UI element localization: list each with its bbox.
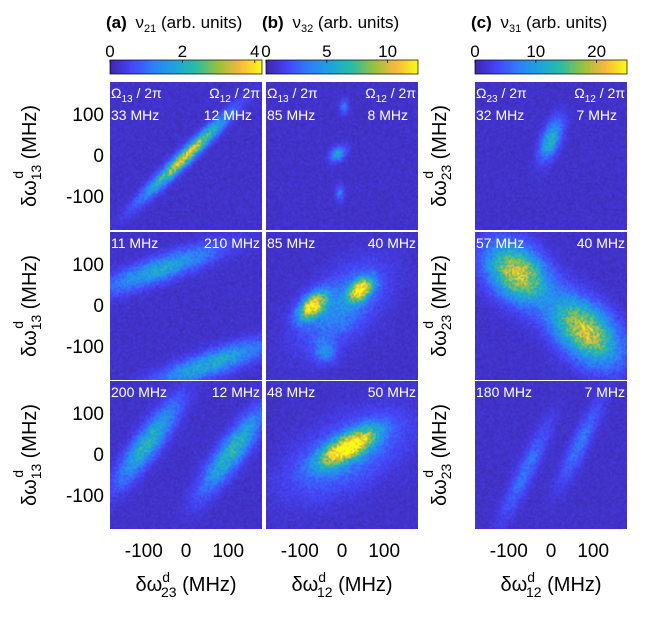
colorbar-tick-label: 2 (178, 42, 187, 61)
colorbar-tick-label: 0 (261, 42, 270, 61)
rabi-right-value: 40 MHz (368, 235, 416, 251)
panel-header-0: (a) ν21 (arb. units) (106, 13, 242, 35)
y-axis-label-13: δω13d (MHz) (10, 255, 44, 357)
y-tick-label: 0 (93, 445, 104, 466)
panel-header-2: (c) ν31 (arb. units) (471, 13, 607, 35)
x-tick-label: 0 (546, 541, 557, 562)
x-tick-label: -100 (125, 541, 163, 562)
x-tick-label: 100 (368, 541, 400, 562)
colorbar-0 (109, 59, 263, 75)
heatmap-panel-0-1 (110, 232, 262, 380)
y-tick-label: 100 (72, 255, 104, 276)
rabi-left-value: 11 MHz (111, 235, 158, 251)
rabi-right-value: 210 MHz (204, 235, 260, 251)
colorbar-2 (474, 59, 628, 75)
colorbar-tick-label: 0 (105, 42, 114, 61)
rabi-right-value: 12 MHz (204, 107, 252, 123)
y-tick-label: -100 (66, 486, 104, 507)
x-tick-label: -100 (490, 541, 528, 562)
y-axis-label-23: δω23d (MHz) (420, 255, 454, 357)
rabi-left-value: 32 MHz (476, 107, 524, 123)
x-axis-label-1: δωd 12 (MHz) (291, 569, 392, 600)
rabi-right-value: 8 MHz (368, 107, 408, 123)
heatmap-panel-2-0 (475, 82, 627, 230)
rabi-right-value: 7 MHz (585, 384, 625, 400)
heatmap-panel-2-1 (475, 232, 627, 380)
y-tick-label: -100 (66, 187, 104, 208)
x-tick-label: 0 (181, 541, 192, 562)
y-axis-label-23: δω23d (MHz) (420, 105, 454, 207)
rabi-header-left: Ω13 / 2π (111, 85, 162, 105)
rabi-header-right: Ω12 / 2π (574, 85, 625, 105)
annotation-layer: Ω13 / 2π Ω12 / 2π 33 MHz 12 MHz 11 MHz 210 MH… (10, 13, 628, 600)
colorbar-tick-label: 4 (250, 42, 259, 61)
colorbar-tick-label: 20 (587, 42, 606, 61)
y-axis-label-13: δω13d (MHz) (10, 105, 44, 207)
x-tick-label: 100 (577, 541, 609, 562)
rabi-left-value: 57 MHz (476, 235, 524, 251)
colorbar-tick-label: 10 (526, 42, 545, 61)
heatmap-panel-2-2 (475, 381, 627, 529)
rabi-left-value: 33 MHz (111, 107, 159, 123)
rabi-header-left: Ω23 / 2π (476, 85, 527, 105)
heatmap-panel-1-0 (266, 82, 418, 230)
rabi-right-value: 50 MHz (368, 384, 416, 400)
rabi-left-value: 180 MHz (476, 384, 532, 400)
rabi-left-value: 48 MHz (267, 384, 315, 400)
colorbar-tick-label: 0 (470, 42, 479, 61)
x-axis-label-0: δωd 23 (MHz) (135, 569, 236, 600)
y-tick-label: -100 (66, 337, 104, 358)
rabi-header-right: Ω12 / 2π (365, 85, 416, 105)
y-tick-label: 0 (93, 146, 104, 167)
x-axis-label-2: δωd 12 (MHz) (500, 569, 601, 600)
y-tick-label: 100 (72, 404, 104, 425)
y-axis-label-23: δω23d (MHz) (420, 404, 454, 506)
panel-header-1: (b) ν32 (arb. units) (262, 13, 399, 35)
x-tick-label: 100 (212, 541, 244, 562)
y-tick-label: 100 (72, 105, 104, 126)
heatmap-panel-1-2 (266, 381, 418, 529)
rabi-left-value: 85 MHz (267, 235, 315, 251)
rabi-left-value: 200 MHz (111, 384, 167, 400)
heatmap-layer (110, 82, 627, 529)
heatmap-panel-0-2 (110, 381, 262, 529)
colorbar-tick-label: 10 (378, 42, 397, 61)
y-axis-label-13: δω13d (MHz) (10, 404, 44, 506)
rabi-header-right: Ω12 / 2π (209, 85, 260, 105)
rabi-left-value: 85 MHz (267, 107, 315, 123)
colorbar-1 (265, 59, 419, 75)
heatmap-panel-1-1 (266, 232, 418, 380)
rabi-right-value: 12 MHz (212, 384, 260, 400)
rabi-header-left: Ω13 / 2π (267, 85, 318, 105)
y-tick-label: 0 (93, 296, 104, 317)
x-tick-label: 0 (337, 541, 348, 562)
heatmap-panel-0-0 (110, 82, 262, 230)
x-tick-label: -100 (281, 541, 319, 562)
rabi-right-value: 7 MHz (577, 107, 617, 123)
rabi-right-value: 40 MHz (577, 235, 625, 251)
colorbar-tick-label: 5 (322, 42, 331, 61)
